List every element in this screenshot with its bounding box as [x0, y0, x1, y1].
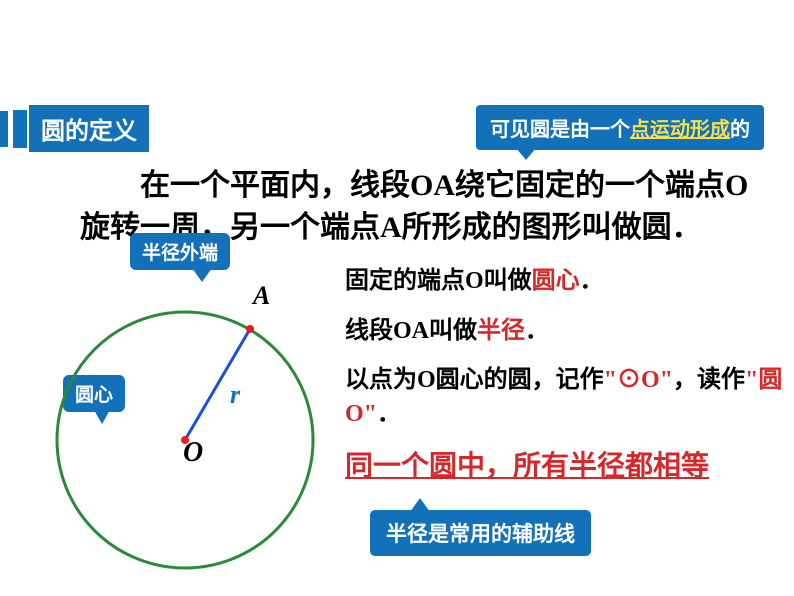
top-callout-suffix: 的 [730, 119, 750, 141]
top-callout: 可见圆是由一个点运动形成的 [476, 105, 764, 150]
circle-diagram: 半径外端 圆心 A r O [35, 245, 335, 580]
circle-svg [35, 275, 335, 575]
property-radius: 线段OA叫做半径． [345, 315, 785, 349]
properties-block: 固定的端点O叫做圆心． 线段OA叫做半径． 以点为O圆心的圆，记作"⊙O"，读作… [345, 265, 785, 503]
conclusion-text: 同一个圆中，所有半径都相等 [345, 447, 785, 486]
property-center: 固定的端点O叫做圆心． [345, 265, 785, 299]
label-point-O: O [183, 437, 203, 469]
top-callout-prefix: 可见圆是由一个 [490, 119, 630, 141]
heading-decor-bars [0, 110, 29, 148]
property-notation: 以点为O圆心的圆，记作"⊙O"，读作"圆O"． [345, 364, 785, 431]
bottom-callout: 半径是常用的辅助线 [370, 510, 591, 556]
section-title: 圆的定义 [29, 105, 149, 152]
callout-radius-endpoint: 半径外端 [130, 233, 230, 270]
point-A [246, 325, 254, 333]
label-point-A: A [253, 281, 270, 311]
section-heading: 圆的定义 [0, 105, 149, 152]
radius-line [185, 329, 250, 440]
label-radius-r: r [230, 380, 240, 410]
top-callout-highlight: 点运动形成 [630, 119, 730, 141]
